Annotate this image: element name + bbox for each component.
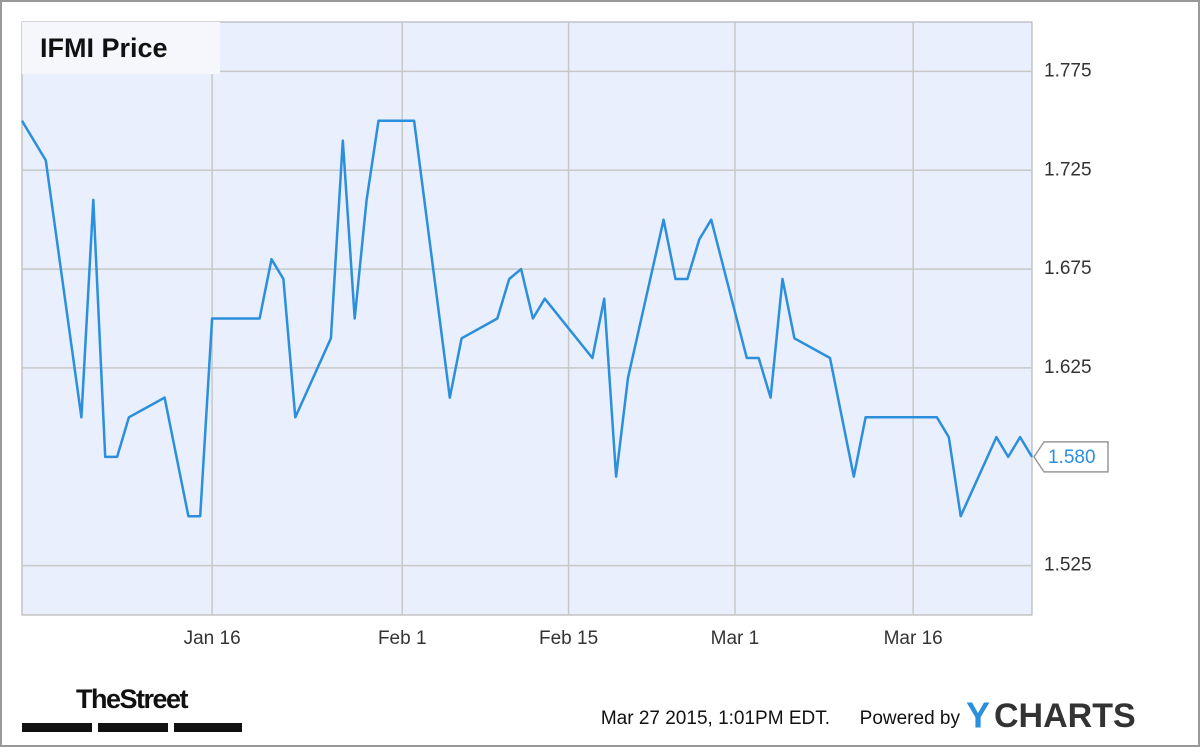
x-tick-label: Mar 1: [711, 628, 760, 649]
grid: [22, 22, 1032, 615]
x-tick-label: Feb 15: [539, 628, 598, 649]
brand-rest: CHARTS: [994, 697, 1136, 735]
y-tick-label: 1.725: [1044, 159, 1092, 180]
source-logo: TheStreet: [76, 684, 189, 714]
timestamp: Mar 27 2015, 1:01PM EDT.: [601, 708, 830, 729]
chart-title: IFMI Price: [40, 33, 168, 63]
plot-area: [21, 21, 1033, 616]
logo-bar: [174, 723, 242, 732]
logo-bar: [98, 723, 168, 732]
x-tick-label: Jan 16: [184, 628, 241, 649]
marks: [20, 119, 1034, 518]
y-tick-label: 1.675: [1044, 258, 1092, 279]
brand-y: Y: [966, 695, 990, 736]
x-tick-label: Feb 1: [378, 628, 427, 649]
last-price-label: 1.580: [1048, 447, 1096, 468]
logo-bar: [22, 723, 92, 732]
x-tick-label: Mar 16: [884, 628, 943, 649]
y-tick-label: 1.625: [1044, 357, 1092, 378]
title-box: [22, 22, 220, 74]
y-tick-label: 1.775: [1044, 60, 1092, 81]
powered-by: Powered by: [860, 708, 961, 729]
price-line: [20, 119, 1034, 518]
last-price-box: [1033, 441, 1109, 473]
y-tick-label: 1.525: [1044, 555, 1092, 576]
footer: TheStreet Mar 27 2015, 1:01PM EDT. Power…: [22, 684, 1136, 736]
